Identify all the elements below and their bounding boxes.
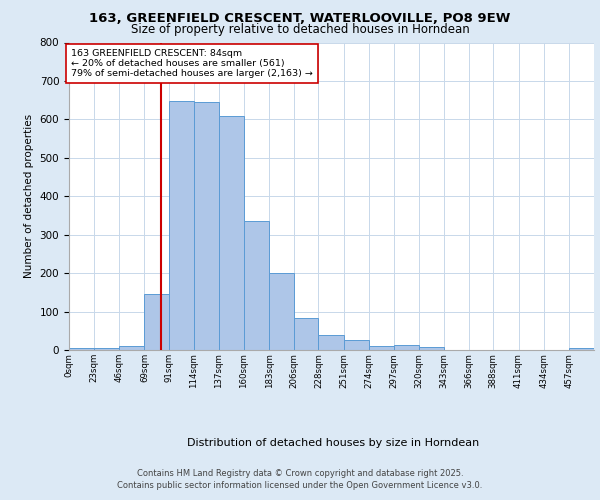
Bar xyxy=(319,334,344,350)
Bar xyxy=(344,340,368,350)
Bar xyxy=(219,116,244,350)
Bar xyxy=(295,318,319,350)
Text: Contains HM Land Registry data © Crown copyright and database right 2025.: Contains HM Land Registry data © Crown c… xyxy=(137,468,463,477)
Bar xyxy=(244,221,269,350)
Text: 163, GREENFIELD CRESCENT, WATERLOOVILLE, PO8 9EW: 163, GREENFIELD CRESCENT, WATERLOOVILLE,… xyxy=(89,12,511,26)
Text: Contains public sector information licensed under the Open Government Licence v3: Contains public sector information licen… xyxy=(118,481,482,490)
Text: Size of property relative to detached houses in Horndean: Size of property relative to detached ho… xyxy=(131,24,469,36)
Bar xyxy=(394,346,419,350)
Y-axis label: Number of detached properties: Number of detached properties xyxy=(24,114,34,278)
Bar xyxy=(169,101,194,350)
Bar xyxy=(94,348,119,350)
Bar xyxy=(569,348,594,350)
Bar xyxy=(69,348,94,350)
Text: 163 GREENFIELD CRESCENT: 84sqm
← 20% of detached houses are smaller (561)
79% of: 163 GREENFIELD CRESCENT: 84sqm ← 20% of … xyxy=(71,48,313,78)
Bar xyxy=(269,273,295,350)
Bar xyxy=(419,347,444,350)
Bar xyxy=(368,346,394,350)
Bar xyxy=(119,346,145,350)
Bar xyxy=(145,294,169,350)
Text: Distribution of detached houses by size in Horndean: Distribution of detached houses by size … xyxy=(187,438,479,448)
Bar xyxy=(194,102,219,350)
